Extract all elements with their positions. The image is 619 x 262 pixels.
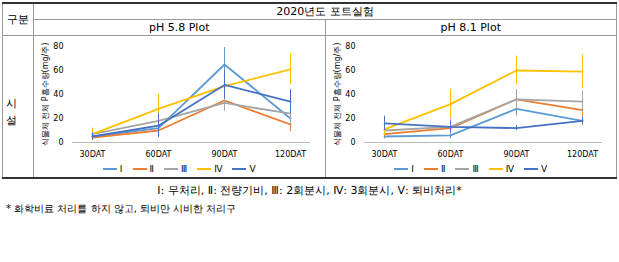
svg-text:60DAT: 60DAT: [437, 150, 463, 159]
svg-text:40: 40: [54, 90, 64, 99]
svg-text:80: 80: [54, 42, 64, 51]
svg-text:식물체 전체 P흡수량(mg/주): 식물체 전체 P흡수량(mg/주): [41, 43, 50, 147]
html-text:Ⅲ: Ⅲ: [472, 163, 479, 174]
svg-text:90DAT: 90DAT: [212, 150, 238, 159]
svg-text:40: 40: [345, 90, 355, 99]
html-text:Ⅴ: Ⅴ: [249, 163, 256, 174]
html-text:Ⅲ: Ⅲ: [180, 163, 188, 174]
html-text:시설: 시설: [5, 89, 18, 124]
html-text:2020년도 포트실험: 2020년도 포트실험: [276, 5, 374, 18]
svg-text:30DAT: 30DAT: [371, 150, 397, 159]
html-text:* 화학비료 처리를 하지 않고, 퇴비만 시비한 처리구: * 화학비료 처리를 하지 않고, 퇴비만 시비한 처리구: [6, 203, 237, 214]
svg-text:60DAT: 60DAT: [146, 150, 172, 159]
svg-text:0: 0: [350, 138, 355, 147]
html-text:pH 5.8 Plot: pH 5.8 Plot: [149, 21, 210, 34]
svg-text:60: 60: [54, 66, 64, 75]
html-text:구분: 구분: [7, 13, 29, 26]
html-text:Ⅳ: Ⅳ: [214, 163, 223, 174]
html-text:Ⅱ: Ⅱ: [149, 163, 154, 174]
html-text:Ⅰ: Ⅰ: [119, 163, 123, 174]
svg-text:120DAT: 120DAT: [567, 150, 598, 159]
svg-text:80: 80: [345, 42, 355, 51]
html-text:Ⅰ: 무처리, Ⅱ: 전량기비, Ⅲ: 2회분시, Ⅳ: 3: Ⅰ: 무처리, Ⅱ: 전량기비, Ⅲ: 2회분시, Ⅳ: 3회분시, Ⅴ: 퇴비…: [157, 184, 462, 197]
svg-text:90DAT: 90DAT: [503, 150, 529, 159]
html-text:pH 8.1 Plot: pH 8.1 Plot: [440, 21, 501, 34]
svg-text:식물체 전체 P흡수량(mg/주): 식물체 전체 P흡수량(mg/주): [333, 43, 342, 147]
html-text:Ⅳ: Ⅳ: [505, 163, 514, 174]
html-text:Ⅱ: Ⅱ: [441, 163, 446, 174]
svg-text:60: 60: [345, 66, 355, 75]
svg-text:120DAT: 120DAT: [275, 150, 306, 159]
html-text:Ⅰ: Ⅰ: [411, 163, 414, 174]
svg-text:20: 20: [345, 114, 355, 123]
svg-text:0: 0: [59, 138, 64, 147]
svg-text:30DAT: 30DAT: [80, 150, 106, 159]
svg-text:20: 20: [54, 114, 64, 123]
html-text:Ⅴ: Ⅴ: [541, 163, 548, 174]
